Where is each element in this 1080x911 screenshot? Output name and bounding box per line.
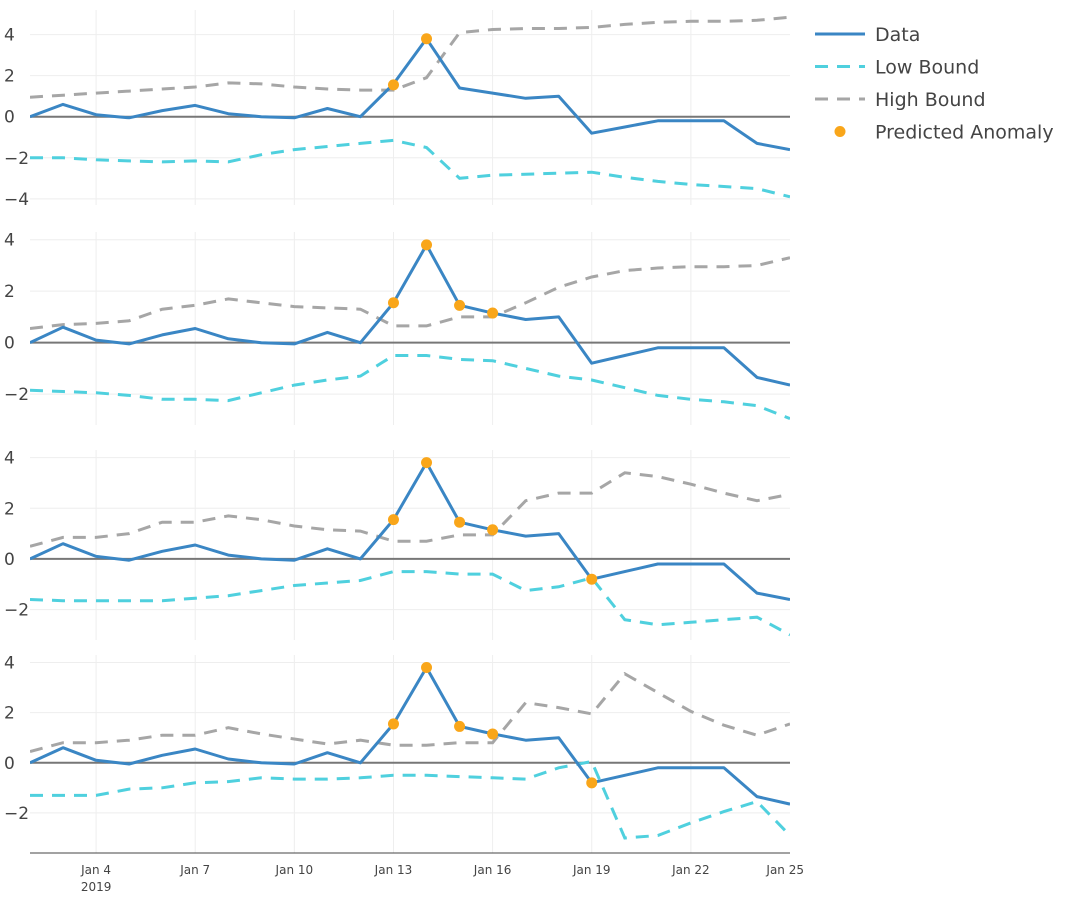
legend-label: Predicted Anomaly bbox=[875, 122, 1054, 144]
anomaly-point bbox=[421, 662, 433, 674]
anomaly-point bbox=[387, 79, 399, 91]
subplot-1: −4 −2 0 2 4 bbox=[4, 10, 790, 210]
data-line bbox=[30, 666, 790, 806]
y-tick-label: 4 bbox=[4, 231, 15, 251]
x-axis: Jan 4 2019 Jan 7 Jan 10 Jan 13 Jan 16 Jan 19 Ja… bbox=[30, 852, 804, 894]
x-tick-label: Jan 25 bbox=[765, 863, 804, 877]
anomaly-point bbox=[454, 516, 466, 528]
legend-item-high-bound[interactable]: High Bound bbox=[815, 89, 986, 111]
legend-swatch bbox=[834, 126, 846, 137]
anomaly-point bbox=[454, 299, 466, 311]
low-bound-line bbox=[30, 570, 790, 637]
x-tick-label: Jan 22 bbox=[671, 863, 710, 877]
series-group bbox=[30, 666, 790, 840]
y-tick-label: 0 bbox=[4, 108, 15, 128]
y-tick-label: −2 bbox=[4, 385, 29, 405]
x-tick-label: Jan 10 bbox=[275, 863, 314, 877]
anomaly-point bbox=[421, 457, 433, 469]
y-tick-label: −4 bbox=[4, 190, 29, 210]
y-tick-label: −2 bbox=[4, 601, 29, 621]
y-tick-label: 4 bbox=[4, 449, 15, 469]
x-tick-label: Jan 13 bbox=[374, 863, 413, 877]
low-bound-line bbox=[30, 354, 790, 420]
anomaly-point bbox=[487, 728, 499, 740]
y-tick-label: 4 bbox=[4, 654, 15, 674]
anomaly-point bbox=[454, 720, 466, 732]
subplot-2: −2 0 2 4 bbox=[4, 231, 790, 425]
subplot-4: −2 0 2 4 bbox=[4, 654, 790, 853]
anomaly-point bbox=[387, 297, 399, 309]
y-tick-label: 0 bbox=[4, 550, 15, 570]
legend-label: Data bbox=[875, 24, 920, 46]
y-tick-label: 2 bbox=[4, 282, 15, 302]
y-tick-label: −2 bbox=[4, 149, 29, 169]
anomaly-point bbox=[387, 514, 399, 526]
x-tick-label: Jan 19 bbox=[572, 863, 611, 877]
low-bound-line bbox=[30, 759, 790, 840]
y-tick-label: 0 bbox=[4, 754, 15, 774]
series-group bbox=[30, 15, 790, 199]
y-tick-label: 2 bbox=[4, 704, 15, 724]
data-line bbox=[30, 461, 790, 601]
y-tick-label: −2 bbox=[4, 804, 29, 824]
subplots-group: −4 −2 0 2 4 −2 0 2 4 −2 0 2 4 −2 0 2 4 bbox=[4, 10, 790, 853]
legend-label: Low Bound bbox=[875, 57, 979, 79]
legend-item-low-bound[interactable]: Low Bound bbox=[815, 57, 979, 79]
low-bound-line bbox=[30, 138, 790, 199]
y-tick-label: 0 bbox=[4, 334, 15, 354]
high-bound-line bbox=[30, 471, 790, 548]
anomaly-point bbox=[487, 524, 499, 536]
x-tick-year-label: 2019 bbox=[81, 880, 112, 894]
y-tick-label: 4 bbox=[4, 26, 15, 46]
x-tick-label: Jan 7 bbox=[179, 863, 210, 877]
anomaly-point bbox=[421, 33, 433, 45]
legend-item-predicted-anomaly[interactable]: Predicted Anomaly bbox=[834, 122, 1054, 144]
y-tick-label: 2 bbox=[4, 67, 15, 87]
anomaly-point bbox=[487, 307, 499, 319]
y-tick-label: 2 bbox=[4, 499, 15, 519]
series-group bbox=[30, 243, 790, 420]
data-line bbox=[30, 243, 790, 387]
anomaly-point bbox=[586, 777, 598, 789]
legend-label: High Bound bbox=[875, 89, 986, 111]
high-bound-line bbox=[30, 15, 790, 99]
anomaly-point bbox=[586, 573, 598, 585]
data-line bbox=[30, 37, 790, 152]
anomaly-point bbox=[387, 718, 399, 730]
legend: Data Low Bound High Bound Predicted Anomaly bbox=[815, 24, 1054, 144]
x-tick-label: Jan 16 bbox=[473, 863, 512, 877]
high-bound-line bbox=[30, 671, 790, 753]
subplot-3: −2 0 2 4 bbox=[4, 449, 790, 640]
high-bound-line bbox=[30, 256, 790, 330]
legend-item-data[interactable]: Data bbox=[815, 24, 920, 46]
anomaly-point bbox=[421, 239, 433, 251]
x-tick-label: Jan 4 bbox=[80, 863, 111, 877]
series-group bbox=[30, 461, 790, 637]
